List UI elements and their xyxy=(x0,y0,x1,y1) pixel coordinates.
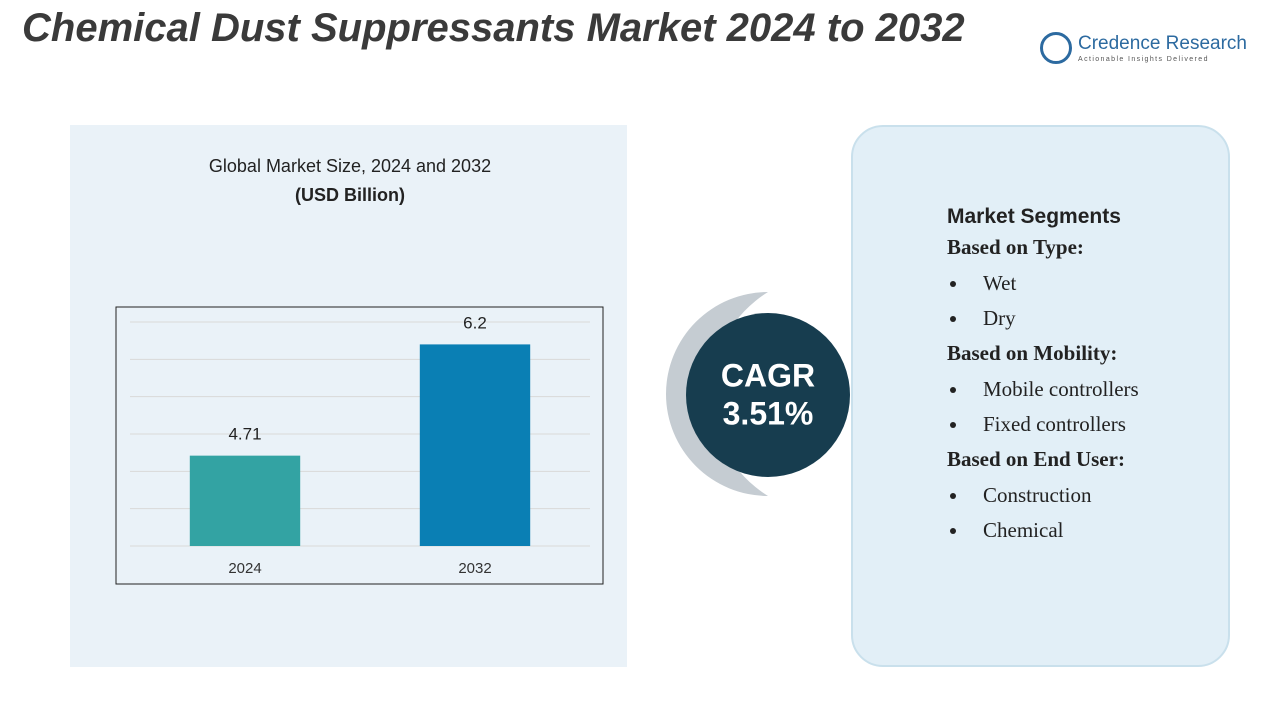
segments-heading: Market Segments xyxy=(947,205,1121,228)
segment-item: Construction xyxy=(947,483,1139,518)
segment-item: Wet xyxy=(947,271,1139,306)
segment-item-text: Fixed controllers xyxy=(983,412,1126,436)
segment-item-text: Chemical xyxy=(983,518,1064,542)
cagr-ring xyxy=(666,292,768,496)
segment-group-title: Based on End User: xyxy=(947,447,1125,471)
segment-group-title: Based on Type: xyxy=(947,235,1084,259)
bar xyxy=(419,344,531,546)
chart-title: Global Market Size, 2024 and 2032 xyxy=(209,156,491,176)
bullet xyxy=(950,281,956,287)
cagr-circle xyxy=(686,313,850,477)
chart: Global Market Size, 2024 and 2032 (USD B… xyxy=(115,156,604,585)
segment-item-text: Dry xyxy=(983,306,1016,330)
bullet xyxy=(950,387,956,393)
x-tick-label: 2032 xyxy=(458,560,491,577)
page-title: Chemical Dust Suppressants Market 2024 t… xyxy=(22,6,965,50)
segment-item-text: Mobile controllers xyxy=(983,377,1139,401)
cagr-value: 3.51% xyxy=(723,395,814,431)
bullet xyxy=(950,493,956,499)
bullet xyxy=(950,528,956,534)
logo-name: Credence Research xyxy=(1078,33,1247,54)
segment-item-text: Construction xyxy=(983,483,1092,507)
chart-frame xyxy=(115,306,604,585)
logo: Credence Research Actionable Insights De… xyxy=(1040,30,1270,70)
segments-panel xyxy=(851,125,1230,667)
cagr-badge: CAGR 3.51% xyxy=(666,292,850,496)
bar xyxy=(189,455,301,546)
segment-item: Chemical xyxy=(947,518,1139,553)
data-label: 6.2 xyxy=(463,313,487,332)
logo-tagline: Actionable Insights Delivered xyxy=(1078,56,1209,63)
chart-subtitle: (USD Billion) xyxy=(295,185,405,205)
x-tick-label: 2024 xyxy=(228,560,261,577)
segment-group-title: Based on Mobility: xyxy=(947,341,1118,365)
segment-item: Dry xyxy=(947,306,1139,341)
segment-item: Fixed controllers xyxy=(947,412,1139,447)
segment-item: Mobile controllers xyxy=(947,377,1139,412)
cagr-label: CAGR xyxy=(721,357,815,393)
bullet xyxy=(950,316,956,322)
data-label: 4.71 xyxy=(228,425,261,444)
bullet xyxy=(950,422,956,428)
logo-icon xyxy=(1040,32,1072,64)
chart-panel xyxy=(70,125,627,667)
segments: Market Segments Based on Type: Wet Dry Based… xyxy=(947,205,1139,553)
segment-item-text: Wet xyxy=(983,271,1017,295)
